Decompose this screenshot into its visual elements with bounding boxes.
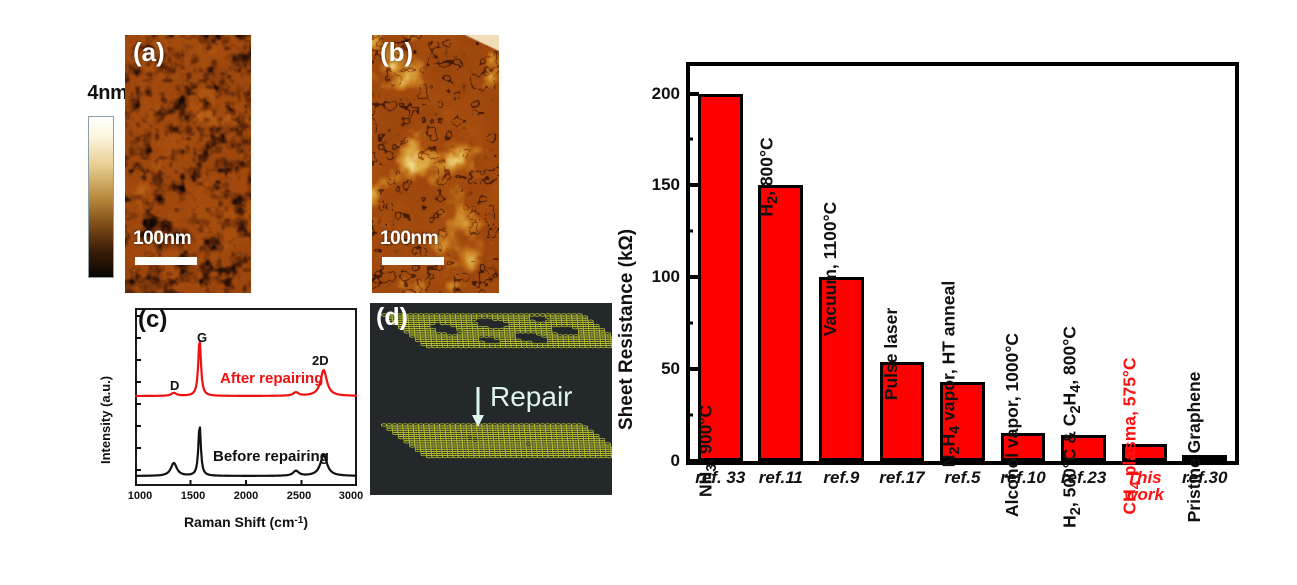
x-category-1: ref.11 [758,468,803,487]
y-tick-minor-75 [686,321,693,325]
y-tick-major-50 [686,367,699,372]
afm-canvas-a [125,35,251,293]
raman-x-axis-label-text: Raman Shift (cm [183,514,295,530]
x-category-5: ref.10 [1000,468,1046,487]
y-tick-label-200: 200 [651,83,680,103]
bar-annotation-5: Alcohol vapor, 1000°C [1002,333,1023,518]
raman-peak-label-2d: 2D [312,353,329,368]
x-category-8: ref.30 [1182,468,1228,487]
y-tick-minor-25 [686,413,693,417]
raman-x-axis-label-close: ) [303,514,309,530]
y-tick-major-0 [686,459,699,463]
scalebar-line-b [382,257,444,265]
bar-annotation-2: Vacuum, 1100°C [820,202,841,337]
bar-annotation-8: Pristine Graphene [1183,372,1204,523]
raman-xtick-0: 1000 [127,490,153,502]
x-category-3: ref.17 [879,468,925,487]
bar-annotation-3: Pulse laser [880,307,901,400]
repair-schematic-panel: (d) Repair [370,303,612,495]
afm-canvas-b [372,35,499,293]
raman-trace-label-before: Before repairing [213,448,329,465]
colorbar-gradient [88,116,114,278]
bar-8[interactable] [1182,455,1228,462]
afm-image-panel-a: (a) 100nm [125,35,251,293]
panel-label-d: (d) [376,303,408,331]
panel-label-b: (b) [380,37,414,67]
raman-xtick-2: 2000 [233,490,259,502]
bar-0[interactable] [697,93,743,461]
bar-annotation-1: H2, 800°C [756,137,781,218]
raman-peak-label-d: D [170,378,180,393]
panel-label-c: (c) [138,306,168,333]
y-tick-minor-125 [686,229,693,233]
x-category-6: ref.23 [1060,468,1107,487]
y-tick-label-150: 150 [651,175,680,195]
bar-5[interactable] [1000,433,1046,461]
x-category-7: This work [1124,468,1164,505]
afm-image-panel-b: (b) 100nm [372,35,499,293]
raman-x-axis-label: Raman Shift (cm-1) [135,514,357,530]
bar-4[interactable] [940,382,985,461]
bar-1[interactable] [758,185,804,461]
raman-x-axis-label-exponent: -1 [294,514,304,526]
y-tick-label-50: 50 [661,359,680,379]
bar-annotation-6: H2, 500°C & C2H4, 800°C [1059,326,1084,529]
sheet-resistance-bar-chart: Sheet Resistance (kΩ) 0 50 100 150 200 NH3, … [616,40,1258,560]
bar-7[interactable] [1121,444,1167,461]
raman-spectrum-panel: (c) Intensity (a.u.) Raman Shift (cm-1) … [98,300,375,540]
raman-xtick-4: 3000 [338,490,364,502]
bar-3[interactable] [879,361,925,461]
raman-trace-label-after: After repairing [220,370,324,387]
y-tick-major-100 [686,275,699,280]
y-tick-major-150 [686,183,699,188]
scalebar-label-a: 100nm [133,228,192,249]
repair-arrow-label: Repair [490,381,573,412]
panel-label-a: (a) [133,37,165,67]
bar-2[interactable] [818,277,864,461]
x-category-4: ref.5 [944,468,981,487]
x-category-0: ref. 33 [695,468,746,487]
colorbar-group: 4nm [60,82,155,302]
y-tick-label-100: 100 [651,267,680,287]
bar-chart-y-axis-label: Sheet Resistance (kΩ) [616,228,637,430]
y-tick-minor-175 [686,137,693,141]
bar-6[interactable] [1061,435,1106,461]
raman-traces [135,315,357,486]
raman-y-axis-label: Intensity (a.u.) [98,375,113,464]
scalebar-label-b: 100nm [380,228,439,249]
raman-xtick-3: 2500 [286,490,312,502]
y-tick-major-200 [686,91,699,96]
schematic-lattices [381,313,612,459]
raman-xtick-1: 1500 [180,490,206,502]
colorbar-label: 4nm [87,82,128,104]
scalebar-line-a [135,257,197,265]
bar-annotation-4: N2H4 vapor, HT anneal [938,280,963,468]
y-tick-label-0: 0 [670,451,680,470]
x-category-2: ref.9 [823,468,860,487]
raman-peak-label-g: G [197,330,208,345]
